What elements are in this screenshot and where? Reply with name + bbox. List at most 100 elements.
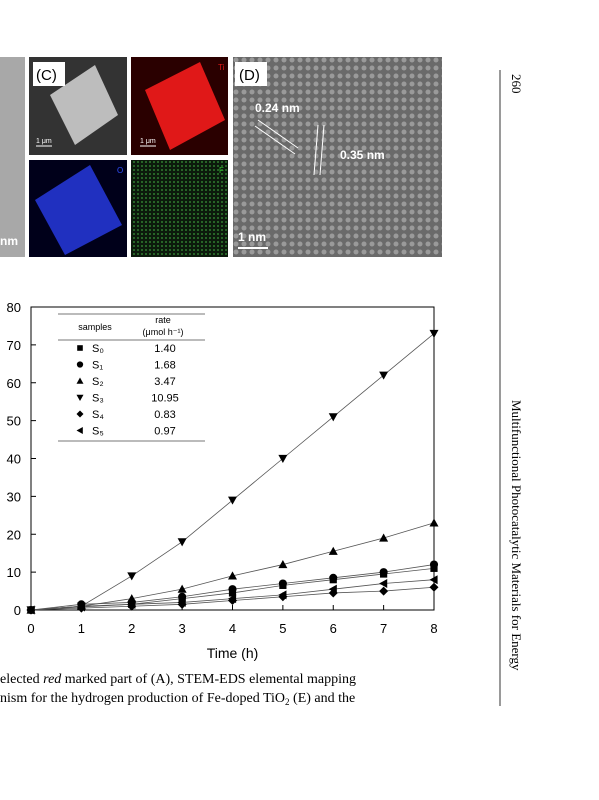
marker bbox=[429, 329, 439, 339]
scale-label: nm bbox=[0, 234, 18, 248]
legend-rate: 1.40 bbox=[154, 343, 175, 355]
marker bbox=[228, 571, 237, 580]
marker bbox=[278, 579, 287, 588]
marker bbox=[328, 413, 338, 422]
marker bbox=[429, 560, 439, 569]
map-label: F bbox=[219, 166, 224, 175]
y-tick-label: 50 bbox=[7, 414, 21, 429]
legend-rate: 3.47 bbox=[154, 376, 175, 388]
y-tick-label: 60 bbox=[7, 376, 21, 391]
map-label: Ti bbox=[218, 63, 225, 72]
crystal bbox=[50, 65, 118, 145]
y-tick-label: 0 bbox=[14, 603, 21, 618]
caption-line: elected red marked part of (A), STEM-EDS… bbox=[0, 672, 356, 687]
x-tick-label: 4 bbox=[229, 621, 236, 636]
legend-name: S₁ bbox=[92, 360, 103, 372]
marker bbox=[26, 605, 35, 615]
lattice-line bbox=[257, 119, 299, 149]
legend-name: S₂ bbox=[92, 376, 104, 388]
x-tick-label: 2 bbox=[128, 621, 135, 636]
marker bbox=[76, 602, 85, 612]
marker bbox=[429, 518, 439, 527]
legend-name: S₄ bbox=[92, 409, 104, 421]
legend-name: S₅ bbox=[92, 426, 104, 438]
marker bbox=[379, 533, 389, 542]
y-tick-label: 40 bbox=[7, 452, 21, 467]
legend-header: rate bbox=[155, 315, 171, 325]
marker bbox=[228, 496, 237, 505]
panel-label: (C) bbox=[36, 67, 57, 84]
scale-label: 1 nm bbox=[238, 230, 266, 244]
y-tick-label: 20 bbox=[7, 527, 21, 542]
spacing-label: 0.24 nm bbox=[255, 101, 300, 115]
panel-label: (D) bbox=[239, 67, 260, 84]
marker bbox=[379, 586, 389, 596]
marker bbox=[429, 575, 438, 585]
series-line bbox=[30, 333, 435, 611]
lattice-line bbox=[313, 124, 319, 176]
x-tick-label: 5 bbox=[279, 621, 286, 636]
marker bbox=[379, 568, 388, 577]
marker bbox=[76, 427, 83, 434]
page-number: 260 bbox=[509, 74, 524, 94]
panel-image bbox=[131, 160, 228, 257]
spacing-label: 0.35 nm bbox=[340, 148, 385, 162]
caption-line: nism for the hydrogen production of Fe-d… bbox=[0, 691, 355, 707]
running-title: Multifunctional Photocatalytic Materials… bbox=[509, 400, 524, 671]
x-axis-label: Time (h) bbox=[207, 645, 259, 661]
marker bbox=[328, 584, 337, 594]
marker bbox=[177, 584, 187, 593]
marker bbox=[329, 573, 338, 582]
marker bbox=[178, 592, 187, 601]
legend-rate: 0.97 bbox=[154, 426, 175, 438]
y-tick-label: 80 bbox=[7, 300, 21, 315]
marker bbox=[278, 454, 288, 463]
legend-rate: 10.95 bbox=[151, 393, 179, 405]
y-tick-label: 30 bbox=[7, 489, 21, 504]
crystal bbox=[145, 62, 225, 150]
map-label: O bbox=[117, 166, 123, 175]
marker bbox=[278, 590, 287, 600]
panel-image bbox=[233, 57, 442, 257]
legend-header: (μmol h⁻¹) bbox=[143, 327, 184, 337]
x-tick-label: 3 bbox=[179, 621, 186, 636]
crystal bbox=[35, 165, 122, 255]
marker bbox=[328, 546, 338, 555]
y-tick-label: 10 bbox=[7, 565, 21, 580]
legend-name: S₀ bbox=[92, 343, 104, 355]
y-tick-label: 70 bbox=[7, 338, 21, 353]
marker bbox=[76, 394, 84, 401]
legend-name: S₃ bbox=[92, 393, 104, 405]
label-box bbox=[33, 62, 65, 86]
marker bbox=[127, 572, 137, 581]
marker bbox=[76, 377, 84, 384]
marker bbox=[379, 371, 389, 380]
x-tick-label: 8 bbox=[430, 621, 437, 636]
marker bbox=[127, 599, 136, 609]
legend-rate: 1.68 bbox=[154, 360, 175, 372]
marker bbox=[76, 410, 84, 418]
marker bbox=[278, 560, 288, 569]
marker bbox=[228, 585, 237, 594]
legend-rate: 0.83 bbox=[154, 409, 175, 421]
marker bbox=[77, 345, 83, 351]
lattice-line bbox=[319, 124, 325, 176]
scale-label: 1 μm bbox=[36, 138, 52, 145]
marker bbox=[177, 538, 187, 547]
scale-label: 1 μm bbox=[140, 138, 156, 145]
x-tick-label: 1 bbox=[78, 621, 85, 636]
legend-header: samples bbox=[78, 322, 112, 332]
lattice-line bbox=[254, 125, 296, 155]
x-tick-label: 0 bbox=[27, 621, 34, 636]
marker bbox=[177, 597, 186, 607]
marker bbox=[127, 594, 137, 603]
x-tick-label: 7 bbox=[380, 621, 387, 636]
panel-image bbox=[0, 57, 25, 257]
chart: 0 10 20 30 40 50 60 70 80 0 1 2 3 4 5 6 7 8 Time (h) S₀ 1.40… bbox=[7, 300, 439, 661]
marker bbox=[228, 594, 237, 604]
marker bbox=[76, 361, 84, 368]
x-tick-label: 6 bbox=[330, 621, 337, 636]
marker bbox=[379, 578, 388, 588]
label-box bbox=[235, 62, 267, 86]
